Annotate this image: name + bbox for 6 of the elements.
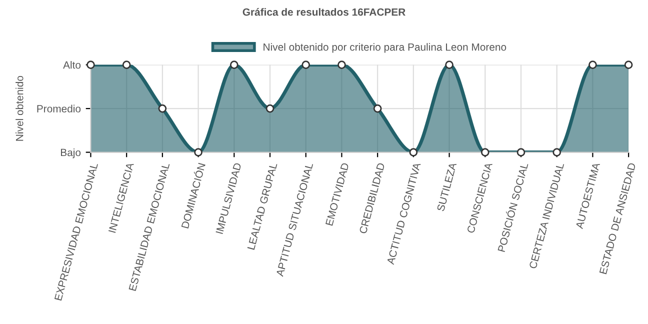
legend-label: Nivel obtenido por criterio para Paulina Leon Moreno bbox=[264, 43, 506, 53]
chart-title: Gráfica de resultados 16FACPER bbox=[242, 8, 406, 16]
y-axis-title: Nivel obtenido bbox=[16, 76, 24, 141]
text: Bajo bbox=[61, 148, 81, 158]
text: Promedio bbox=[37, 104, 81, 112]
text: Alto bbox=[63, 61, 81, 69]
